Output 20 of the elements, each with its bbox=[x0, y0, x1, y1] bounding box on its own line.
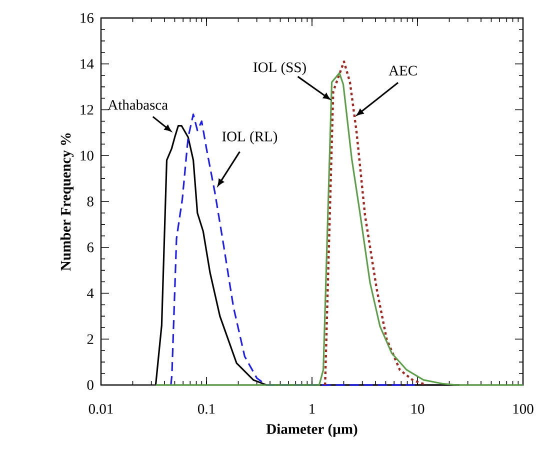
y-tick-label: 14 bbox=[80, 59, 94, 69]
x-tick-label: 10 bbox=[412, 404, 424, 414]
y-tick-label: 2 bbox=[87, 334, 94, 344]
x-axis-title: Diameter (µm) bbox=[266, 424, 358, 437]
annotation: Athabasca bbox=[108, 100, 168, 110]
annotation: IOL (RL) bbox=[222, 131, 278, 144]
x-tick-label: 1 bbox=[310, 404, 315, 414]
annotation: IOL (SS) bbox=[254, 62, 306, 76]
y-tick-label: 16 bbox=[80, 13, 94, 23]
y-tick-label: 6 bbox=[87, 242, 94, 252]
y-tick-label: 0 bbox=[87, 380, 94, 390]
y-tick-label: 8 bbox=[87, 196, 94, 206]
y-tick-label: 12 bbox=[80, 104, 94, 115]
x-tick-label: 0.1 bbox=[198, 404, 215, 414]
y-axis-title: Number Frequency % bbox=[60, 133, 74, 271]
y-tick-label: 10 bbox=[80, 150, 94, 161]
y-tick-label: 4 bbox=[86, 288, 94, 298]
x-tick-label: 100 bbox=[513, 404, 534, 414]
annotation: AEC bbox=[388, 66, 417, 76]
x-tick-label: 0.01 bbox=[88, 404, 113, 414]
